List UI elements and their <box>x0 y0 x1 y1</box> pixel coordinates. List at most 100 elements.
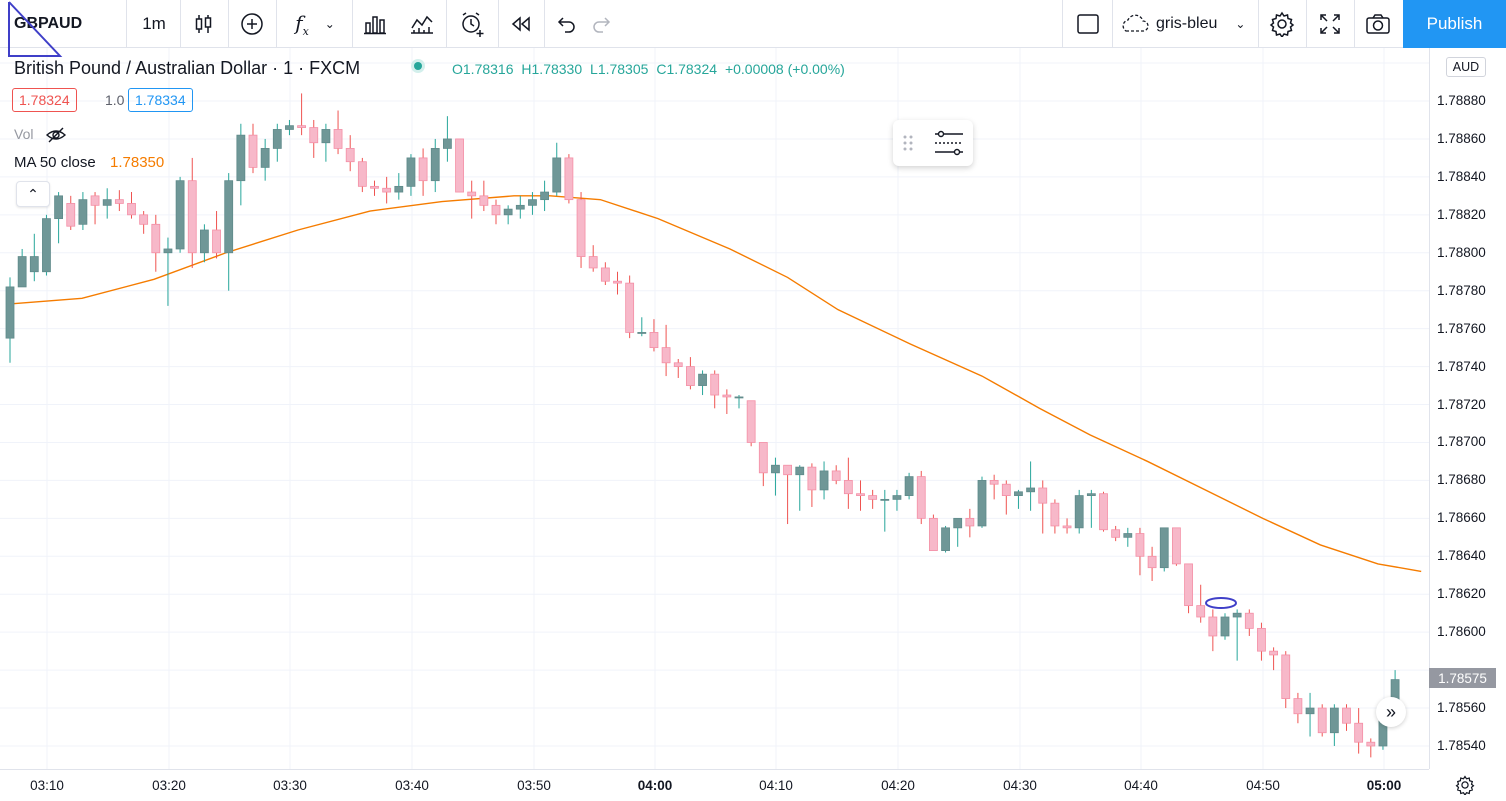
redo-button[interactable] <box>584 0 620 48</box>
candle-body <box>1281 654 1291 699</box>
buy-price-button[interactable]: 1.78334 <box>128 88 193 112</box>
undo-button[interactable] <box>548 0 584 48</box>
candle <box>345 135 355 172</box>
price-tick-label: 1.78760 <box>1437 320 1486 336</box>
time-tick-label: 03:30 <box>273 778 307 793</box>
candle-body <box>856 493 865 496</box>
candle <box>868 489 878 509</box>
candle-body <box>66 203 76 227</box>
settings-sliders-icon[interactable] <box>933 129 965 157</box>
candle <box>819 461 829 500</box>
fullscreen-button[interactable] <box>1308 0 1352 48</box>
candle-body <box>1293 698 1303 715</box>
candle <box>430 138 440 193</box>
candle <box>1281 651 1291 709</box>
publish-button[interactable]: Publish <box>1403 0 1506 48</box>
candle <box>649 319 659 352</box>
drag-handle-icon[interactable] <box>901 133 915 153</box>
triangle-drawing[interactable] <box>0 0 70 60</box>
candle-body <box>1159 527 1169 569</box>
candle <box>309 119 319 158</box>
fullscreen-layout-button[interactable] <box>1066 0 1110 48</box>
time-axis[interactable] <box>0 769 1429 801</box>
axis-settings-button[interactable] <box>1452 773 1478 797</box>
layout-name: gris-bleu <box>1156 15 1218 32</box>
currency-badge[interactable]: AUD <box>1446 57 1486 77</box>
candle-body <box>54 195 63 220</box>
candle-body <box>357 161 367 187</box>
candle-body <box>1220 616 1230 637</box>
candle <box>1366 738 1376 758</box>
candle-body <box>929 517 938 552</box>
candle-body <box>1208 616 1218 637</box>
candle <box>1038 480 1048 534</box>
candle-body <box>1123 533 1133 538</box>
candle-body <box>90 195 100 206</box>
replay-button[interactable] <box>500 0 542 48</box>
square-icon <box>1077 14 1099 34</box>
price-tick-label: 1.78840 <box>1437 168 1486 184</box>
candle <box>1342 704 1351 731</box>
candle <box>78 192 88 230</box>
eye-hidden-icon[interactable] <box>45 127 67 143</box>
candle-body <box>746 400 756 443</box>
candle <box>576 192 586 268</box>
object-tree-widget[interactable] <box>893 120 973 166</box>
candle-body <box>1366 741 1376 747</box>
candle-body <box>442 138 452 149</box>
alert-button[interactable] <box>448 0 496 48</box>
volume-label[interactable]: Vol <box>14 126 67 143</box>
candle-body <box>771 464 780 474</box>
candle <box>929 514 938 552</box>
interval-button[interactable]: 1m <box>130 0 178 48</box>
price-tick-label: 1.78780 <box>1437 282 1486 298</box>
price-axis[interactable] <box>1429 48 1506 769</box>
ma-indicator-label[interactable]: MA 50 close <box>14 154 96 171</box>
symbol-title[interactable]: British Pound / Australian Dollar · 1 · … <box>14 58 361 78</box>
gear-icon <box>1455 775 1475 795</box>
time-tick-label: 03:50 <box>517 778 551 793</box>
interval-label: 1m <box>142 14 166 33</box>
layout-menu-button[interactable]: gris-bleu ⌄ <box>1118 0 1256 48</box>
candle <box>1232 609 1242 661</box>
chart-style-button[interactable] <box>182 0 226 48</box>
candle-body <box>1014 491 1023 496</box>
settings-button[interactable] <box>1260 0 1304 48</box>
candle <box>1135 527 1145 576</box>
scroll-to-realtime-button[interactable]: » <box>1376 697 1406 727</box>
snapshot-button[interactable] <box>1356 0 1400 48</box>
candle-body <box>515 204 525 210</box>
ohlc-values: O1.78316 H1.78330 L1.78305 C1.78324 +0.0… <box>452 61 845 77</box>
cloud-icon <box>1122 14 1149 32</box>
candle-body <box>5 286 15 339</box>
time-tick-label: 05:00 <box>1366 778 1402 793</box>
financials-button[interactable] <box>354 0 396 48</box>
ma-indicator-value: 1.78350 <box>110 154 165 171</box>
candle <box>1062 518 1072 534</box>
market-status-dot[interactable] <box>414 62 422 70</box>
symbol-label: GBPAUD <box>14 15 83 32</box>
price-chart[interactable] <box>0 48 1429 769</box>
templates-button[interactable] <box>400 0 444 48</box>
candle-body <box>710 373 720 396</box>
candle-body <box>916 476 926 519</box>
indicators-button[interactable]: fx ⌄ <box>280 0 350 48</box>
candle-body <box>272 129 282 149</box>
candle <box>843 457 853 509</box>
candle-body <box>843 480 853 495</box>
symbol-search[interactable]: GBPAUD <box>14 0 124 48</box>
volume-text: Vol <box>14 126 34 142</box>
candle <box>904 472 914 500</box>
compare-button[interactable] <box>230 0 274 48</box>
candle-body <box>1001 483 1011 496</box>
sell-price-button[interactable]: 1.78324 <box>12 88 77 112</box>
candle-body <box>540 191 549 201</box>
candle-body <box>370 185 379 189</box>
candle-body <box>248 134 258 168</box>
candle <box>29 233 39 282</box>
candle-body <box>1184 563 1193 607</box>
candle-body <box>698 373 707 386</box>
candle-body <box>1257 627 1266 652</box>
collapse-legend-button[interactable]: ⌃ <box>16 181 50 207</box>
candles-layer <box>5 93 1400 758</box>
